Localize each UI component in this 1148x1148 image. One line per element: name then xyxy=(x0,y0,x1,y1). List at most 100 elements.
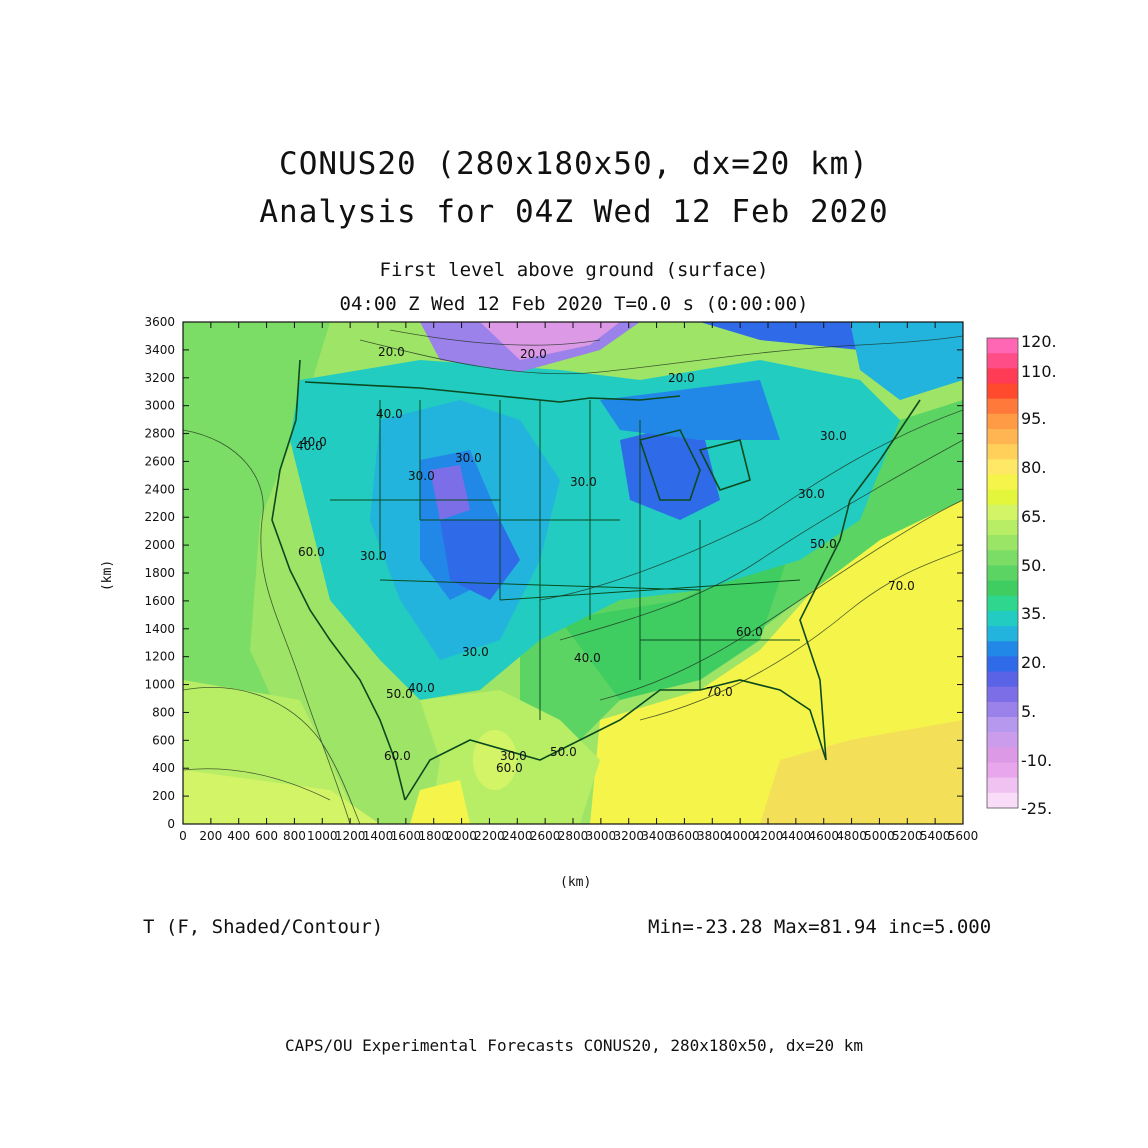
colorbar-swatch xyxy=(987,701,1018,718)
colorbar-swatch xyxy=(987,428,1018,445)
colorbar-swatch xyxy=(987,565,1018,582)
colorbar-label: 65. xyxy=(1021,507,1046,526)
x-axis-ticks: 0 200 400 600 800 100012001400160018002000220… xyxy=(179,322,978,843)
contour-label: 60.0 xyxy=(298,545,325,559)
contour-label: 50.0 xyxy=(810,537,837,551)
temperature-contours xyxy=(183,329,963,824)
contour-label: 50.0 xyxy=(386,687,413,701)
colorbar-label: -25. xyxy=(1021,799,1052,818)
contour-label: 50.0 xyxy=(550,745,577,759)
colorbar-swatch xyxy=(987,686,1018,703)
contour-label: 30.0 xyxy=(820,429,847,443)
contour-label: 30.0 xyxy=(500,749,527,763)
y-tick-label: 1400 xyxy=(144,622,175,636)
y-tick-label: 800 xyxy=(152,705,175,719)
colorbar-swatch xyxy=(987,413,1018,430)
colorbar: 120. 110. 95. 80. 65. 50. 35. 20. 5. -10. -25. xyxy=(986,332,1057,818)
colorbar-label: 35. xyxy=(1021,604,1046,623)
colorbar-swatch xyxy=(987,368,1018,384)
x-tick-label: 1000 xyxy=(307,829,338,843)
x-tick-label: 2800 xyxy=(558,829,589,843)
x-tick-label: 4200 xyxy=(753,829,784,843)
contour-label: 20.0 xyxy=(668,371,695,385)
colorbar-swatch xyxy=(987,459,1018,475)
colorbar-label: 20. xyxy=(1021,653,1046,672)
x-tick-label: 2200 xyxy=(474,829,505,843)
credit-footer: CAPS/OU Experimental Forecasts CONUS20, … xyxy=(285,1036,863,1055)
x-tick-label: 1800 xyxy=(418,829,449,843)
contour-label: 20.0 xyxy=(378,345,405,359)
y-axis-ticks: 0 200 400 600 800 1000 1200 1400 1600 1800 2000 220… xyxy=(144,315,963,831)
x-tick-label: 3200 xyxy=(613,829,644,843)
colorbar-label: 5. xyxy=(1021,702,1036,721)
colorbar-label: 120. xyxy=(1021,332,1057,351)
y-tick-label: 600 xyxy=(152,733,175,747)
level-subtitle: First level above ground (surface) xyxy=(379,259,769,281)
colorbar-swatch xyxy=(987,353,1018,369)
y-tick-label: 3200 xyxy=(144,371,175,385)
contour-label: 20.0 xyxy=(520,347,547,361)
contour-label: 30.0 xyxy=(455,451,482,465)
x-tick-label: 400 xyxy=(227,829,250,843)
y-tick-label: 1200 xyxy=(144,650,175,664)
contour-label: 60.0 xyxy=(736,625,763,639)
contour-label: 40.0 xyxy=(376,407,403,421)
y-tick-label: 3600 xyxy=(144,315,175,329)
x-tick-label: 5400 xyxy=(920,829,951,843)
x-tick-label: 2000 xyxy=(446,829,477,843)
colorbar-swatch xyxy=(987,474,1018,491)
y-tick-label: 2600 xyxy=(144,454,175,468)
y-tick-label: 2800 xyxy=(144,427,175,441)
plot-title-line1: CONUS20 (280x180x50, dx=20 km) xyxy=(279,146,869,182)
contour-label: 30.0 xyxy=(570,475,597,489)
y-tick-label: 2000 xyxy=(144,538,175,552)
y-tick-label: 2400 xyxy=(144,482,175,496)
contour-label: 40.0 xyxy=(300,435,327,449)
x-tick-label: 2600 xyxy=(530,829,561,843)
x-tick-label: 200 xyxy=(199,829,222,843)
colorbar-label: 110. xyxy=(1021,362,1057,381)
y-tick-label: 0 xyxy=(167,817,175,831)
state-lines xyxy=(330,400,801,720)
x-axis-label: (km) xyxy=(560,875,592,890)
colorbar-swatch xyxy=(987,519,1018,536)
contour-label: 30.0 xyxy=(408,469,435,483)
colorbar-swatch xyxy=(987,398,1018,415)
colorbar-swatch xyxy=(987,504,1018,521)
x-tick-label: 1600 xyxy=(391,829,422,843)
x-tick-label: 800 xyxy=(283,829,306,843)
x-tick-label: 3600 xyxy=(669,829,700,843)
y-tick-label: 400 xyxy=(152,761,175,775)
x-tick-label: 3400 xyxy=(641,829,672,843)
x-tick-label: 600 xyxy=(255,829,278,843)
y-tick-label: 3400 xyxy=(144,343,175,357)
x-tick-label: 4600 xyxy=(808,829,839,843)
y-tick-label: 2200 xyxy=(144,510,175,524)
x-tick-label: 3000 xyxy=(586,829,617,843)
colorbar-label: 95. xyxy=(1021,409,1046,428)
contour-label: 30.0 xyxy=(360,549,387,563)
variable-label: T (F, Shaded/Contour) xyxy=(143,916,384,938)
x-tick-label: 1200 xyxy=(335,829,366,843)
x-tick-label: 0 xyxy=(179,829,187,843)
colorbar-swatch xyxy=(987,747,1018,764)
plot-title-line2: Analysis for 04Z Wed 12 Feb 2020 xyxy=(259,194,889,230)
y-tick-label: 1000 xyxy=(144,678,175,692)
colorbar-label: 80. xyxy=(1021,458,1046,477)
time-subtitle: 04:00 Z Wed 12 Feb 2020 T=0.0 s (0:00:00… xyxy=(339,293,809,315)
colorbar-swatch xyxy=(987,717,1018,733)
colorbar-swatch xyxy=(987,626,1018,642)
colorbar-swatch xyxy=(987,641,1018,657)
y-tick-label: 3000 xyxy=(144,399,175,413)
x-tick-label: 4400 xyxy=(781,829,812,843)
colorbar-swatch xyxy=(987,656,1018,673)
colorbar-swatch xyxy=(987,732,1018,748)
colorbar-swatch xyxy=(987,535,1018,551)
x-tick-label: 4000 xyxy=(725,829,756,843)
contour-label: 30.0 xyxy=(798,487,825,501)
contour-label: 60.0 xyxy=(384,749,411,763)
colorbar-swatch xyxy=(987,550,1018,566)
x-tick-label: 4800 xyxy=(836,829,867,843)
contour-labels: 20.0 20.0 20.0 30.0 40.0 40.0 30.0 30.0 … xyxy=(296,345,915,775)
